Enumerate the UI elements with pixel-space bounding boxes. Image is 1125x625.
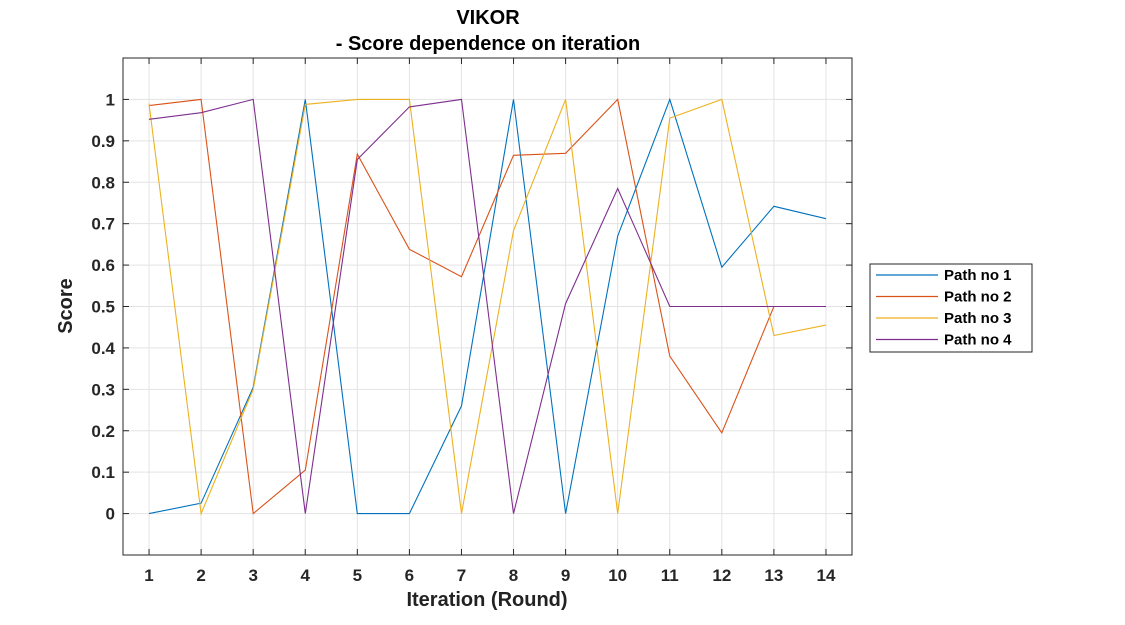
y-tick-label: 0.5 (91, 298, 115, 317)
x-tick-label: 6 (405, 566, 414, 585)
x-tick-label: 12 (712, 566, 731, 585)
chart-title: VIKOR (456, 7, 520, 29)
legend-label: Path no 2 (944, 289, 1012, 306)
legend-box (869, 263, 1033, 353)
y-tick-label: 0.2 (91, 422, 115, 441)
legend: Path no 1 Path no 2 Path no 3 Path no 4 (869, 263, 1033, 353)
y-tick-label: 0.7 (91, 215, 115, 234)
series-line-path-2 (148, 98, 826, 515)
y-axis-label: Score (55, 278, 77, 334)
x-tick-label: 10 (608, 566, 627, 585)
x-tick-label: 2 (196, 566, 205, 585)
y-tick-label: 0.3 (91, 380, 115, 399)
y-tick-label: 0.4 (91, 339, 115, 358)
x-tick-label: 8 (509, 566, 518, 585)
x-axis-ticks: 1 2 3 4 5 6 7 8 9 10 11 12 13 14 (144, 58, 836, 585)
x-tick-label: 14 (817, 566, 836, 585)
x-tick-label: 5 (353, 566, 362, 585)
y-tick-label: 1 (106, 90, 115, 109)
x-axis-label: Iteration (Round) (406, 589, 567, 611)
x-tick-label: 9 (561, 566, 570, 585)
x-tick-label: 13 (764, 566, 783, 585)
series-lines (148, 97, 827, 516)
x-tick-label: 1 (144, 566, 153, 585)
legend-label: Path no 4 (944, 332, 1012, 349)
y-tick-label: 0.9 (91, 132, 115, 151)
chart-subtitle: - Score dependence on iteration (336, 33, 641, 55)
y-tick-label: 0 (106, 505, 115, 524)
y-tick-label: 0.8 (91, 173, 115, 192)
series-line-path-3 (148, 98, 827, 516)
y-tick-label: 0.6 (91, 256, 115, 275)
legend-label: Path no 3 (944, 310, 1012, 327)
y-axis-ticks: 0 0.1 0.2 0.3 0.4 0.5 0.6 0.7 0.8 0.9 1 (91, 90, 852, 524)
y-tick-label: 0.1 (91, 463, 115, 482)
x-tick-label: 4 (301, 566, 311, 585)
x-tick-label: 7 (457, 566, 466, 585)
legend-label: Path no 1 (944, 267, 1012, 284)
x-tick-label: 11 (661, 566, 679, 585)
series-line-path-4 (148, 98, 826, 514)
x-tick-label: 3 (248, 566, 257, 585)
